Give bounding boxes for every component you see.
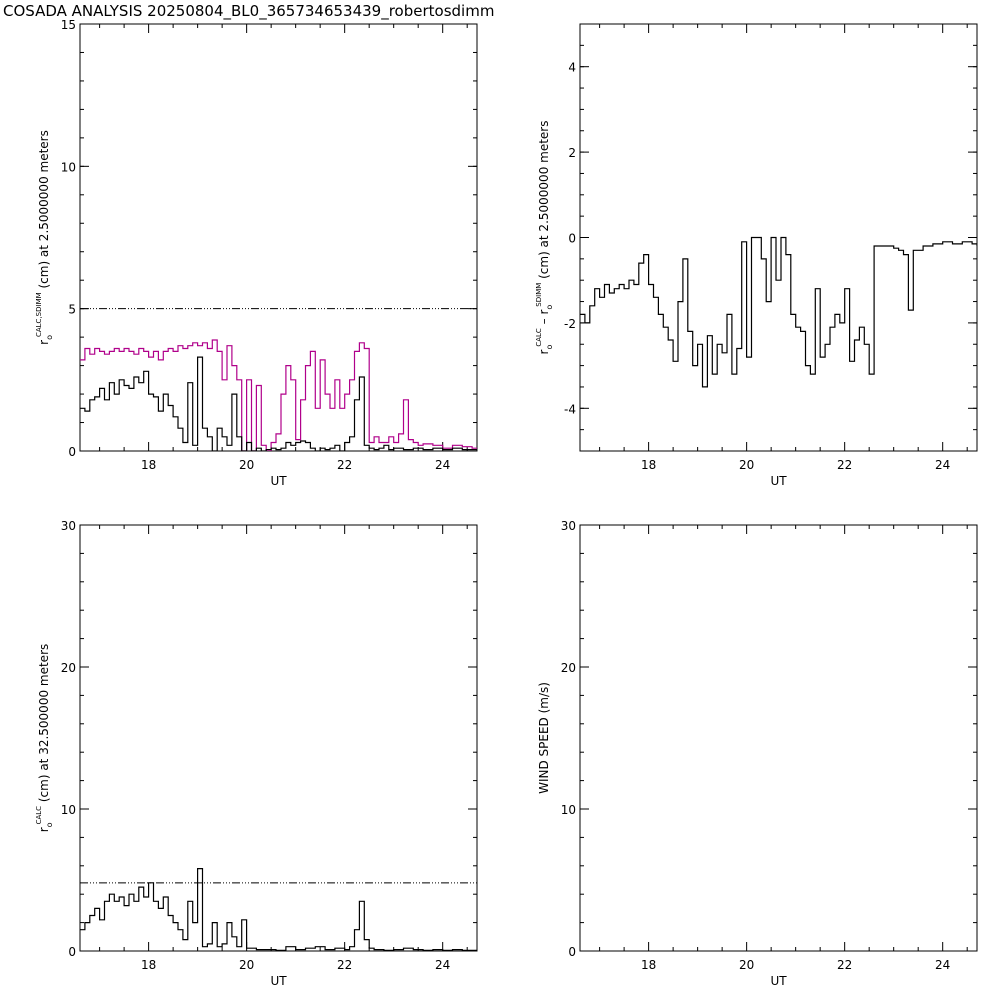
chart1-y-tick-label: 0 <box>68 445 76 459</box>
chart2-series-line-1 <box>580 236 977 388</box>
chart-panel-1: 18 20 22 24 UT 0 5 10 15 roCALC,SDIMM (cm) at 2.5… <box>35 18 478 488</box>
chart1-x-tick-label: 22 <box>337 458 352 472</box>
chart-panel-4: 18 20 22 24 UT 0 10 20 30 WIND SPEED (m/s) <box>537 519 978 988</box>
chart1-x-tick-label: 20 <box>239 458 254 472</box>
chart4-x-tick-label: 20 <box>739 958 754 972</box>
chart3-y-tick-label: 20 <box>61 661 76 675</box>
chart4-y-axis-label: WIND SPEED (m/s) <box>537 682 551 794</box>
chart4-x-tick-label: 24 <box>935 958 950 972</box>
chart2-y-tick-label: -4 <box>564 402 576 416</box>
chart3-x-tick-label: 20 <box>239 958 254 972</box>
chart4-y-tick-label: 20 <box>561 661 576 675</box>
chart4-x-tick-label: 22 <box>837 958 852 972</box>
chart4-x-axis-label: UT <box>770 974 787 988</box>
chart4-x-tick-label: 18 <box>641 958 656 972</box>
chart2-y-axis-label: roCALC – roSDIMM (cm) at 2.5000000 meter… <box>535 121 554 355</box>
chart1-plot-frame <box>79 23 478 452</box>
chart2-y-tick-label: 4 <box>568 61 576 75</box>
chart-panel-3: 18 20 22 24 UT 0 10 20 30 roCALC (cm) at 32.50000… <box>35 519 478 988</box>
chart4-y-tick-label: 10 <box>561 803 576 817</box>
chart3-plot-frame <box>79 524 478 952</box>
chart2-y-tick-label: 0 <box>568 232 576 246</box>
chart4-plot-frame <box>579 524 978 952</box>
chart1-x-tick-label: 24 <box>435 458 450 472</box>
chart2-x-tick-label: 18 <box>641 458 656 472</box>
chart1-series-line-2 <box>80 356 477 451</box>
chart3-y-tick-label: 0 <box>68 945 76 959</box>
chart2-y-tick-label: -2 <box>564 317 576 331</box>
chart3-series-line-1 <box>80 868 477 951</box>
chart3-x-tick-label: 24 <box>435 958 450 972</box>
chart4-y-tick-label: 0 <box>568 945 576 959</box>
chart1-x-tick-label: 18 <box>141 458 156 472</box>
chart3-x-tick-label: 22 <box>337 958 352 972</box>
chart2-x-tick-label: 22 <box>837 458 852 472</box>
chart1-series-line-1 <box>80 339 477 451</box>
chart1-y-axis-label: roCALC,SDIMM (cm) at 2.5000000 meters <box>35 130 54 345</box>
chart2-plot-frame <box>579 23 978 452</box>
chart4-y-tick-label: 30 <box>561 519 576 533</box>
chart3-y-tick-label: 10 <box>61 803 76 817</box>
chart2-x-axis-label: UT <box>770 474 787 488</box>
chart3-x-axis-label: UT <box>270 974 287 988</box>
chart1-y-tick-label: 15 <box>61 18 76 32</box>
chart2-y-tick-label: 2 <box>568 146 576 160</box>
page-title: COSADA ANALYSIS 20250804_BL0_36573465343… <box>3 2 495 20</box>
chart2-x-tick-label: 24 <box>935 458 950 472</box>
chart3-y-tick-label: 30 <box>61 519 76 533</box>
chart2-x-tick-label: 20 <box>739 458 754 472</box>
chart1-y-tick-label: 5 <box>68 303 76 317</box>
chart3-x-tick-label: 18 <box>141 958 156 972</box>
chart1-y-tick-label: 10 <box>61 160 76 174</box>
chart3-y-axis-label: roCALC (cm) at 32.500000 meters <box>35 644 54 833</box>
chart1-x-axis-label: UT <box>270 474 287 488</box>
